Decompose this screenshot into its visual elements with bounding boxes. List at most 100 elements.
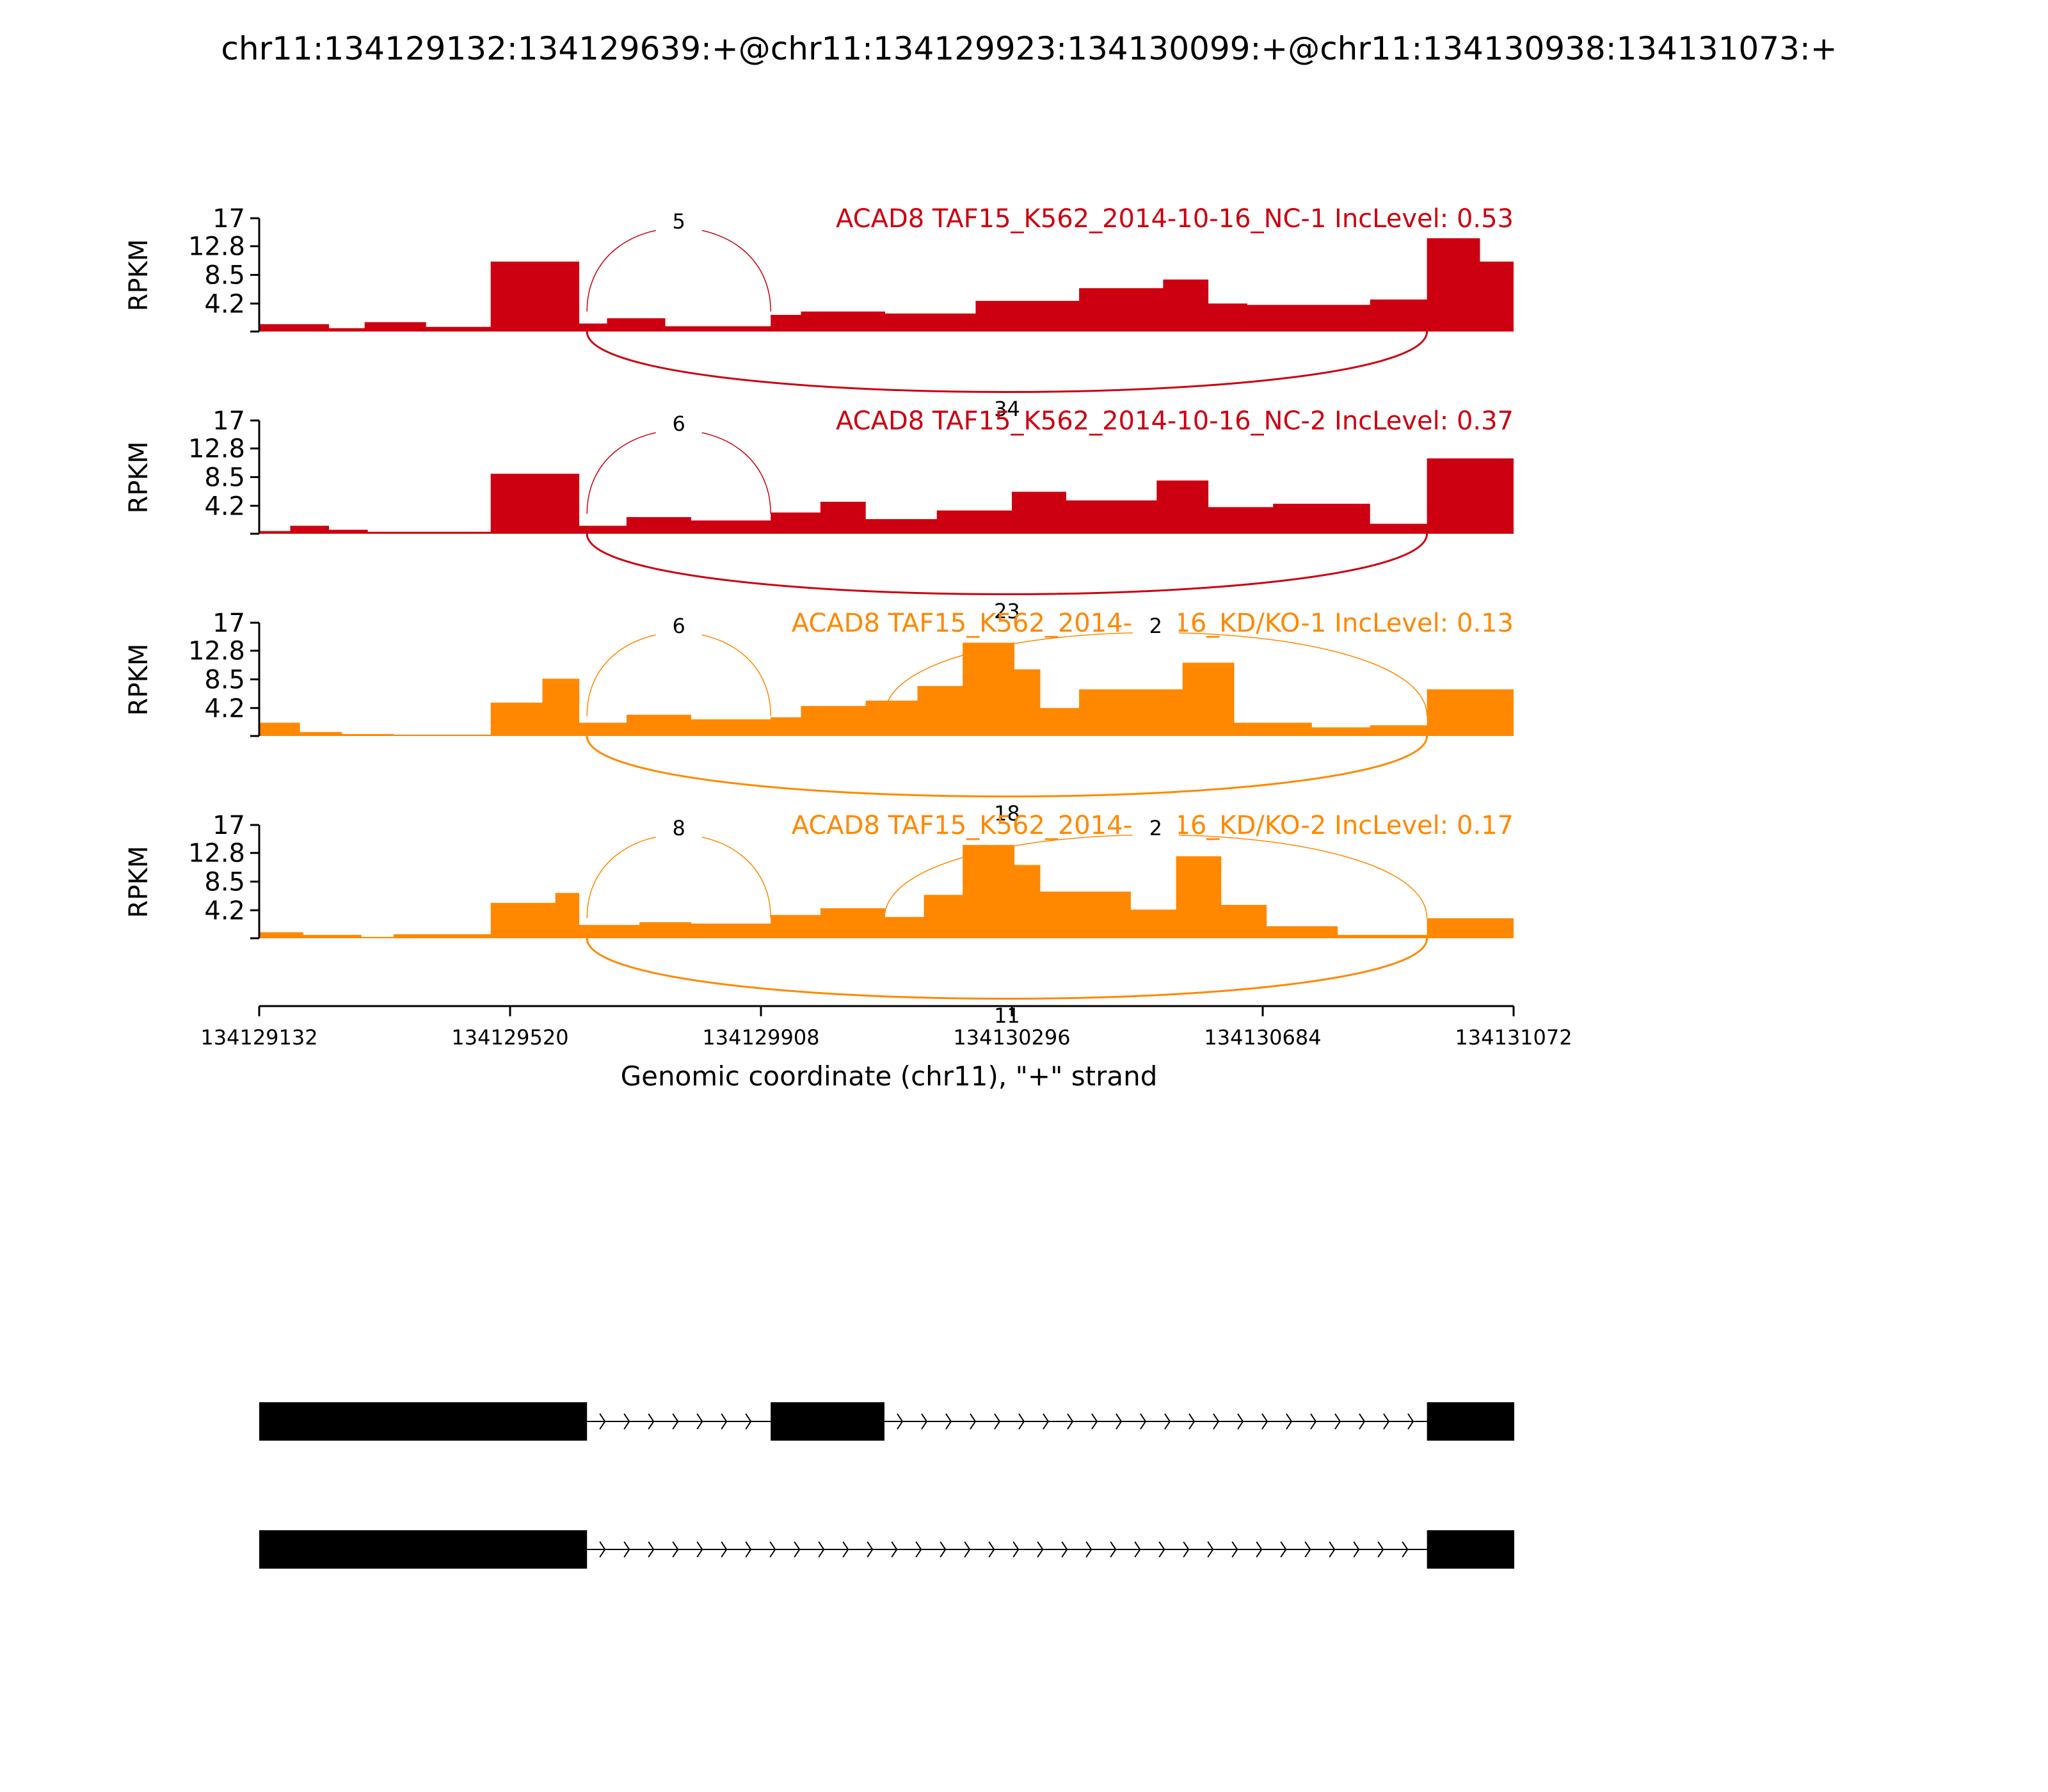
strand-chevron <box>648 1541 655 1558</box>
junction-arc <box>586 429 771 514</box>
strand-chevron <box>1110 1541 1117 1558</box>
strand-chevron <box>1091 1413 1098 1430</box>
strand-chevron <box>1310 1413 1317 1430</box>
junction-count: 2 <box>1149 816 1162 840</box>
isoform-2 <box>259 1530 1515 1569</box>
junction-count-bg <box>1132 813 1179 842</box>
y-tick-label: 8.5 <box>204 463 245 493</box>
strand-chevron <box>915 1541 922 1558</box>
junction-count-bg <box>984 395 1030 423</box>
junction-count: 34 <box>994 397 1020 421</box>
exon-block <box>771 1402 884 1441</box>
sample-label: ACAD8 TAF15_K562_2014-10-16_NC-1 IncLeve… <box>836 204 1514 234</box>
y-tick-label: 8.5 <box>204 868 245 897</box>
junction-arc <box>586 834 771 918</box>
junction-count: 5 <box>673 209 685 234</box>
strand-chevron <box>1280 1541 1287 1558</box>
strand-chevron <box>945 1413 952 1430</box>
strand-chevron <box>1359 1413 1366 1430</box>
strand-chevron <box>964 1541 971 1558</box>
y-tick-label: 8.5 <box>204 666 245 695</box>
strand-chevron <box>1213 1413 1220 1430</box>
junction-arc <box>586 533 1428 595</box>
junction-count: 6 <box>673 412 685 436</box>
strand-chevron <box>1158 1541 1165 1558</box>
strand-chevron <box>1402 1541 1409 1558</box>
y-tick-label: 12.8 <box>188 839 245 868</box>
x-tick-label: 134129132 <box>200 1025 317 1050</box>
strand-chevron <box>672 1413 679 1430</box>
strand-chevron <box>1353 1541 1360 1558</box>
strand-chevron <box>1037 1541 1044 1558</box>
y-tick-label: 17 <box>212 406 245 436</box>
strand-chevron <box>867 1541 874 1558</box>
x-axis-label: Genomic coordinate (chr11), "+" strand <box>621 1060 1158 1092</box>
junction-count-bg <box>984 597 1030 625</box>
strand-chevron <box>1329 1541 1336 1558</box>
junction-count-bg <box>984 799 1030 828</box>
junction-count: 18 <box>994 801 1020 826</box>
junction-count-bg <box>655 611 702 640</box>
y-tick-label: 8.5 <box>204 261 245 291</box>
strand-chevron <box>1407 1413 1414 1430</box>
strand-chevron <box>1140 1413 1147 1430</box>
strand-chevron <box>1261 1413 1268 1430</box>
strand-chevron <box>921 1413 928 1430</box>
strand-chevron <box>1061 1541 1068 1558</box>
y-tick-label: 4.2 <box>204 896 245 925</box>
strand-chevron <box>1256 1541 1263 1558</box>
strand-chevron <box>648 1413 655 1430</box>
strand-chevron <box>891 1541 898 1558</box>
strand-chevron <box>1085 1541 1092 1558</box>
y-axis-label: RPKM <box>124 239 154 312</box>
y-tick-label: 17 <box>212 811 245 840</box>
junction-arc <box>586 331 1428 393</box>
strand-chevron <box>1012 1541 1020 1558</box>
y-axis-label: RPKM <box>124 644 154 716</box>
strand-chevron <box>1231 1541 1238 1558</box>
exon-block <box>259 1402 588 1441</box>
junction-arc <box>586 632 771 716</box>
strand-chevron <box>623 1413 630 1430</box>
strand-chevron <box>1377 1541 1384 1558</box>
strand-chevron <box>1043 1413 1050 1430</box>
x-axis: 134129132 134129520 134129908 134130296 1341… <box>200 1005 1572 1050</box>
x-tick-label: 134129908 <box>702 1025 819 1050</box>
track-2: 4.28.512.817 RPKM ACAD8 TAF15_K562_2014-10… <box>124 406 1514 625</box>
junction-count: 11 <box>994 1004 1020 1028</box>
y-tick-label: 4.2 <box>204 492 245 521</box>
y-tick-label: 17 <box>212 609 245 638</box>
strand-chevron <box>842 1541 849 1558</box>
strand-chevron <box>1067 1413 1074 1430</box>
coverage-area <box>259 845 1514 938</box>
isoform-models <box>259 1402 1515 1569</box>
isoform-1 <box>259 1402 1515 1441</box>
strand-chevron <box>940 1541 947 1558</box>
exon-block <box>259 1530 588 1569</box>
x-tick-label: 134130684 <box>1204 1025 1321 1050</box>
exon-block <box>1427 1530 1515 1569</box>
strand-chevron <box>1164 1413 1171 1430</box>
coverage-area <box>259 458 1514 534</box>
x-tick-label: 134129520 <box>451 1025 568 1050</box>
junction-arc <box>586 227 771 312</box>
coverage-area <box>259 238 1514 332</box>
strand-chevron <box>745 1541 752 1558</box>
coverage-area <box>259 643 1514 736</box>
strand-chevron <box>672 1541 679 1558</box>
junction-arc <box>586 938 1428 1000</box>
strand-chevron <box>696 1541 703 1558</box>
y-tick-label: 12.8 <box>188 637 245 666</box>
track-1: 4.28.512.817 RPKM ACAD8 TAF15_K562_2014-10… <box>124 204 1514 423</box>
strand-chevron <box>794 1541 801 1558</box>
strand-chevron <box>696 1413 703 1430</box>
strand-chevron <box>623 1541 630 1558</box>
junction-count: 6 <box>673 614 685 638</box>
strand-chevron <box>1188 1413 1196 1430</box>
strand-chevron <box>970 1413 977 1430</box>
strand-chevron <box>1304 1541 1311 1558</box>
